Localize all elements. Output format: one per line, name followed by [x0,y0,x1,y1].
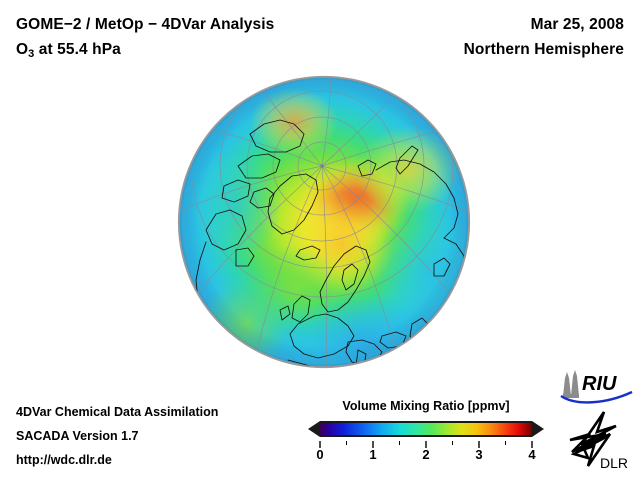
colorbar-title: Volume Mixing Ratio [ppmv] [342,399,510,413]
species-prefix: O [16,41,29,58]
species-level-label: O3 at 55.4 hPa [16,37,436,67]
globe-rim [177,75,471,369]
footer-line-version: SACADA Version 1.7 [16,429,139,443]
species-suffix: at 55.4 hPa [34,41,121,58]
coastlines [195,119,469,367]
species-subscript: 3 [28,48,35,60]
globe-map [176,74,472,370]
graticule-meridians [179,77,469,367]
colorbar-axis: 0 1 2 3 4 [308,441,544,463]
colorbar-tick-1: 1 [369,447,377,462]
dlr-wordmark: DLR [600,455,628,471]
colorbar-tick-0: 0 [316,447,324,462]
colorbar-tick-3: 3 [475,447,483,462]
riu-swoosh-icon [560,390,633,404]
colorbar-bar [308,418,544,440]
date-label: Mar 25, 2008 [530,16,624,33]
riu-logo: RIU [558,368,634,404]
header-left: GOME−2 / MetOp − 4DVar Analysis O3 at 55… [16,12,436,67]
footer-left: 4DVar Chemical Data Assimilation SACADA … [16,400,218,472]
header-right: Mar 25, 2008 Northern Hemisphere [294,12,624,62]
riu-spires-icon [563,370,579,398]
riu-wordmark: RIU [582,373,617,395]
footer-line-url: http://wdc.dlr.de [16,453,112,467]
page-title: GOME−2 / MetOp − 4DVar Analysis [16,16,275,33]
footer-line-assimilation: 4DVar Chemical Data Assimilation [16,405,219,419]
colorbar-tick-4: 4 [528,447,536,462]
colorbar: Volume Mixing Ratio [ppmv] [308,398,544,463]
north-pole-marker [320,164,324,168]
region-label: Northern Hemisphere [463,41,624,58]
dlr-logo: DLR [564,410,636,472]
dlr-star-icon [569,411,617,467]
colorbar-tick-2: 2 [422,447,430,462]
colorbar-gradient [320,423,532,435]
